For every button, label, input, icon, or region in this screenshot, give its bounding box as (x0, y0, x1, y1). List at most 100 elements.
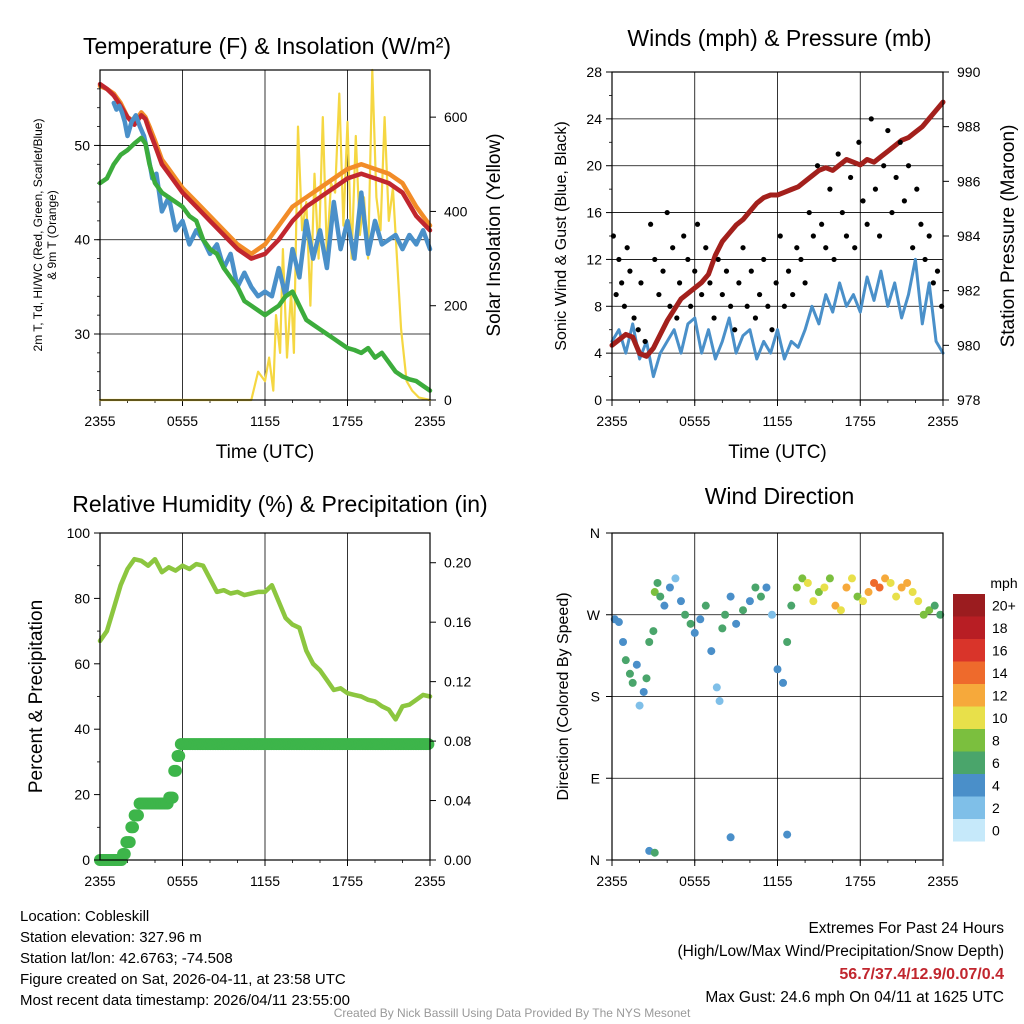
winddir-point (681, 610, 690, 619)
colorbar-swatch (953, 616, 985, 639)
winds-gust-point (703, 245, 709, 251)
colorbar-label: 10 (992, 710, 1008, 726)
winds-gust-point (926, 233, 932, 239)
humidity-title: Relative Humidity (%) & Precipitation (i… (72, 491, 487, 517)
winddir-point (886, 578, 895, 587)
winds-gust-point (810, 233, 816, 239)
winddir-point (686, 619, 695, 628)
winds-series-station-pressure (609, 99, 946, 359)
winddir-point (842, 583, 851, 592)
humidity-xtick-label: 2355 (414, 873, 445, 889)
winds-gust-point (685, 256, 691, 263)
winds-gust-point (901, 198, 907, 204)
humidity-y2tick-label: 0.04 (444, 793, 471, 809)
winddir-point (847, 574, 856, 583)
winddir-point (660, 601, 669, 610)
temperature-series-dew-point (97, 135, 433, 393)
temperature-series-2m-t (97, 81, 433, 261)
winddir-ytick-label: S (591, 689, 600, 705)
winddir-point (783, 638, 792, 646)
location-text: Location: Cobleskill (20, 908, 150, 925)
temperature-xtick-label: 2355 (84, 413, 115, 429)
winds-xtick-label: 0555 (679, 413, 710, 429)
winds-gust-point (728, 303, 734, 309)
winds-gust-point (856, 139, 862, 145)
winddir-point (732, 619, 741, 628)
winds-gust-point (621, 303, 628, 309)
winddir-ytick-label: E (591, 770, 600, 786)
winddir-point (809, 597, 818, 606)
winds-gust-point (711, 315, 717, 321)
winds-gust-point (914, 186, 920, 192)
colorbar-swatch (953, 751, 985, 774)
winds-gust-point (642, 338, 648, 345)
winddir-point (767, 610, 776, 619)
temperature-y2tick-label: 400 (444, 203, 468, 219)
winddir-point (642, 674, 651, 683)
winddir-point (825, 574, 834, 583)
winds-gust-point (619, 280, 625, 286)
winds-gust-point (910, 245, 916, 251)
temperature-series-heat-index-wind-chill (111, 100, 433, 299)
winds-gust-point (652, 256, 658, 263)
winds-gust-point (781, 303, 787, 309)
humidity-xtick-label: 0555 (167, 873, 198, 889)
temperature-xtick-label: 1155 (250, 413, 280, 429)
colorbar-label: 14 (992, 665, 1008, 681)
winds-y2tick-label: 990 (957, 64, 981, 80)
winds-gust-point (922, 256, 928, 263)
max-gust-text: Max Gust: 24.6 mph On 04/11 at 1625 UTC (705, 989, 1004, 1006)
humidity-ytick-label: 80 (74, 590, 90, 606)
temperature-y2tick-label: 200 (444, 298, 468, 314)
humidity-y2tick-label: 0.08 (444, 733, 471, 749)
winddir-point (676, 597, 685, 606)
winddir-point (696, 615, 705, 624)
extremes-values: 56.7/37.4/12.9/0.07/0.4 (839, 966, 1004, 983)
winds-y2tick-label: 982 (957, 283, 981, 299)
winds-gust-point (773, 280, 779, 286)
winds-y2tick-label: 988 (957, 119, 981, 135)
winds-gust-point (765, 303, 771, 309)
winds-gust-point (699, 291, 705, 298)
winddir-point (875, 583, 884, 592)
winds-xtick-label: 1755 (845, 413, 876, 429)
wind_direction-xtick-label: 1155 (762, 873, 792, 889)
winddir-point (712, 683, 721, 692)
winds-gust-point (835, 151, 841, 157)
winddir-point (908, 588, 917, 597)
winds-gust-point (794, 245, 800, 251)
winddir-point (628, 678, 637, 687)
winds-gust-point (664, 209, 670, 216)
winds-gust-point (819, 221, 825, 227)
humidity-precip-point (127, 821, 139, 834)
winddir-point (625, 669, 634, 678)
winds-series-sonic-wind (610, 257, 945, 379)
winds-gust-point (897, 139, 903, 145)
winddir-point (914, 597, 923, 606)
humidity-y2tick-label: 0.16 (444, 614, 471, 630)
winds-ytick-label: 8 (594, 298, 602, 314)
colorbar-label: 6 (992, 755, 1000, 771)
winddir-point (859, 597, 868, 606)
winddir-point (645, 638, 654, 646)
winddir-point (665, 583, 674, 592)
winds-ytick-label: 12 (586, 251, 602, 267)
winddir-point (853, 592, 862, 601)
winds-gust-point (806, 209, 812, 216)
winds-gust-point (627, 268, 633, 274)
winddir-point (656, 592, 665, 601)
winddir-point (783, 830, 792, 839)
winds-gust-point (823, 245, 829, 251)
humidity-y2tick-label: 0.00 (444, 852, 471, 868)
winds-xtick-label: 2355 (927, 413, 958, 429)
winds-gust-point (648, 221, 654, 227)
winds-gust-point (667, 303, 673, 309)
wind_direction-xtick-label: 2355 (596, 873, 627, 889)
winddir-ytick-label: W (587, 607, 601, 623)
wind_direction-xtick-label: 1755 (845, 873, 876, 889)
winddir-ytick-label: N (590, 852, 600, 868)
humidity-ytick-label: 40 (74, 721, 90, 737)
winddir-point (836, 606, 845, 615)
colorbar-swatch (953, 774, 985, 797)
